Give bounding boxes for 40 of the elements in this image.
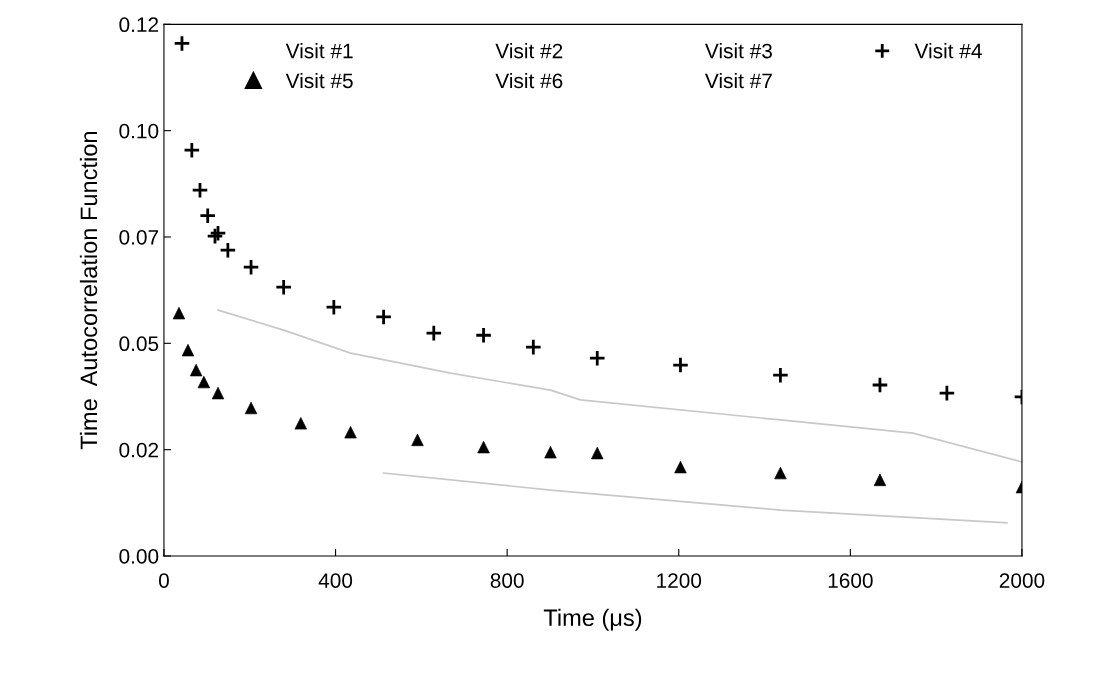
x-tick-label: 1200 <box>657 573 702 588</box>
point <box>474 326 493 344</box>
point <box>242 258 260 276</box>
y-tick-label: 0.05 <box>119 336 159 352</box>
y-tick-label: 0.07 <box>119 230 159 245</box>
point <box>191 181 209 199</box>
y-axis-title: Time Autocorrelation Function <box>79 132 98 450</box>
x-tick-label: 400 <box>318 573 353 588</box>
x-tick-label: 2000 <box>999 573 1045 588</box>
point <box>219 241 237 259</box>
annotation: Visit #1 <box>285 43 353 59</box>
point <box>274 278 293 296</box>
point <box>374 308 393 326</box>
point <box>871 376 889 394</box>
point <box>524 338 542 356</box>
x-axis-title: Time (μs) <box>543 608 642 631</box>
y-tick-label: 0.00 <box>119 549 159 564</box>
point <box>938 384 956 402</box>
point <box>425 324 443 342</box>
y-tick-label: 0.02 <box>119 442 159 458</box>
annotation: Visit #6 <box>495 72 563 89</box>
annotation: Visit #2 <box>495 43 563 59</box>
y-tick-label: 0.12 <box>119 17 159 33</box>
point <box>325 298 343 316</box>
line-series <box>217 309 1022 463</box>
x-tick-label: 0 <box>158 573 169 588</box>
point <box>199 207 217 225</box>
annotation: Visit #7 <box>705 72 772 89</box>
x-tick-label: 800 <box>490 573 524 588</box>
point <box>173 34 191 53</box>
y-tick-label: 0.10 <box>119 123 159 139</box>
annotation: Visit #3 <box>705 43 772 59</box>
point <box>771 366 790 384</box>
legend-label: Visit #5 <box>285 72 353 89</box>
legend-label: Visit #4 <box>914 43 982 59</box>
x-tick-label: 1600 <box>828 573 873 588</box>
point <box>671 356 690 374</box>
line-series <box>382 472 1008 524</box>
point <box>183 141 201 159</box>
point <box>588 349 606 367</box>
